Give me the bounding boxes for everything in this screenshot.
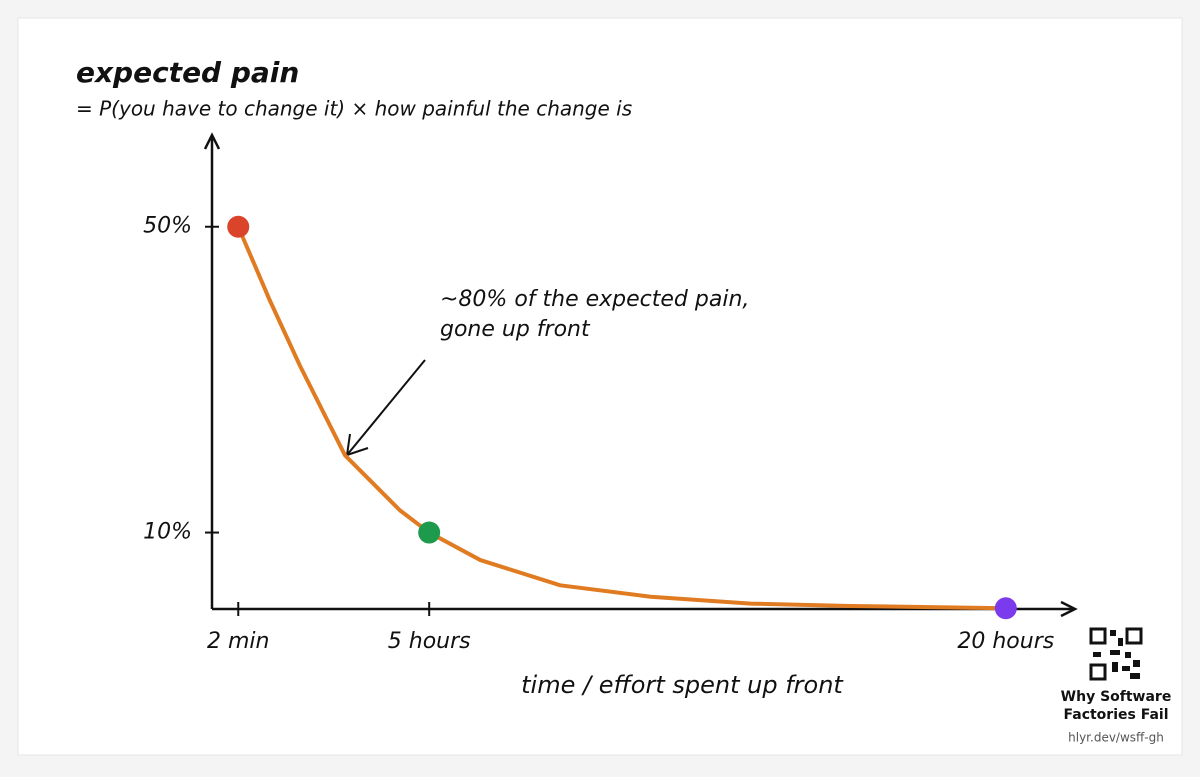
brand-title: Factories Fail: [1064, 707, 1169, 723]
x-tick-label: 2 min: [207, 629, 269, 654]
chart-title: expected pain: [76, 56, 299, 89]
x-axis-label: time / effort spent up front: [521, 671, 844, 699]
point: [227, 215, 250, 238]
y-tick-label: 10%: [143, 520, 192, 545]
brand-title: Why Software: [1061, 689, 1172, 705]
x-axis-arrow: [1060, 600, 1078, 618]
point: [418, 521, 441, 544]
y-axis-arrow: [203, 132, 221, 150]
point: [994, 597, 1017, 620]
annotation: gone up front: [440, 317, 591, 342]
y-tick-label: 50%: [143, 214, 192, 239]
x-tick-label: 20 hours: [957, 629, 1054, 654]
x-tick-label: 5 hours: [388, 629, 471, 654]
annotation-arrow: [346, 359, 426, 456]
qr-code: [1089, 627, 1143, 681]
annotation: ~80% of the expected pain,: [440, 287, 749, 312]
curve: [236, 224, 1008, 611]
brand-url: hlyr.dev/wsff-gh: [1068, 731, 1164, 745]
chart-subtitle: = P(you have to change it) × how painful…: [76, 97, 632, 121]
